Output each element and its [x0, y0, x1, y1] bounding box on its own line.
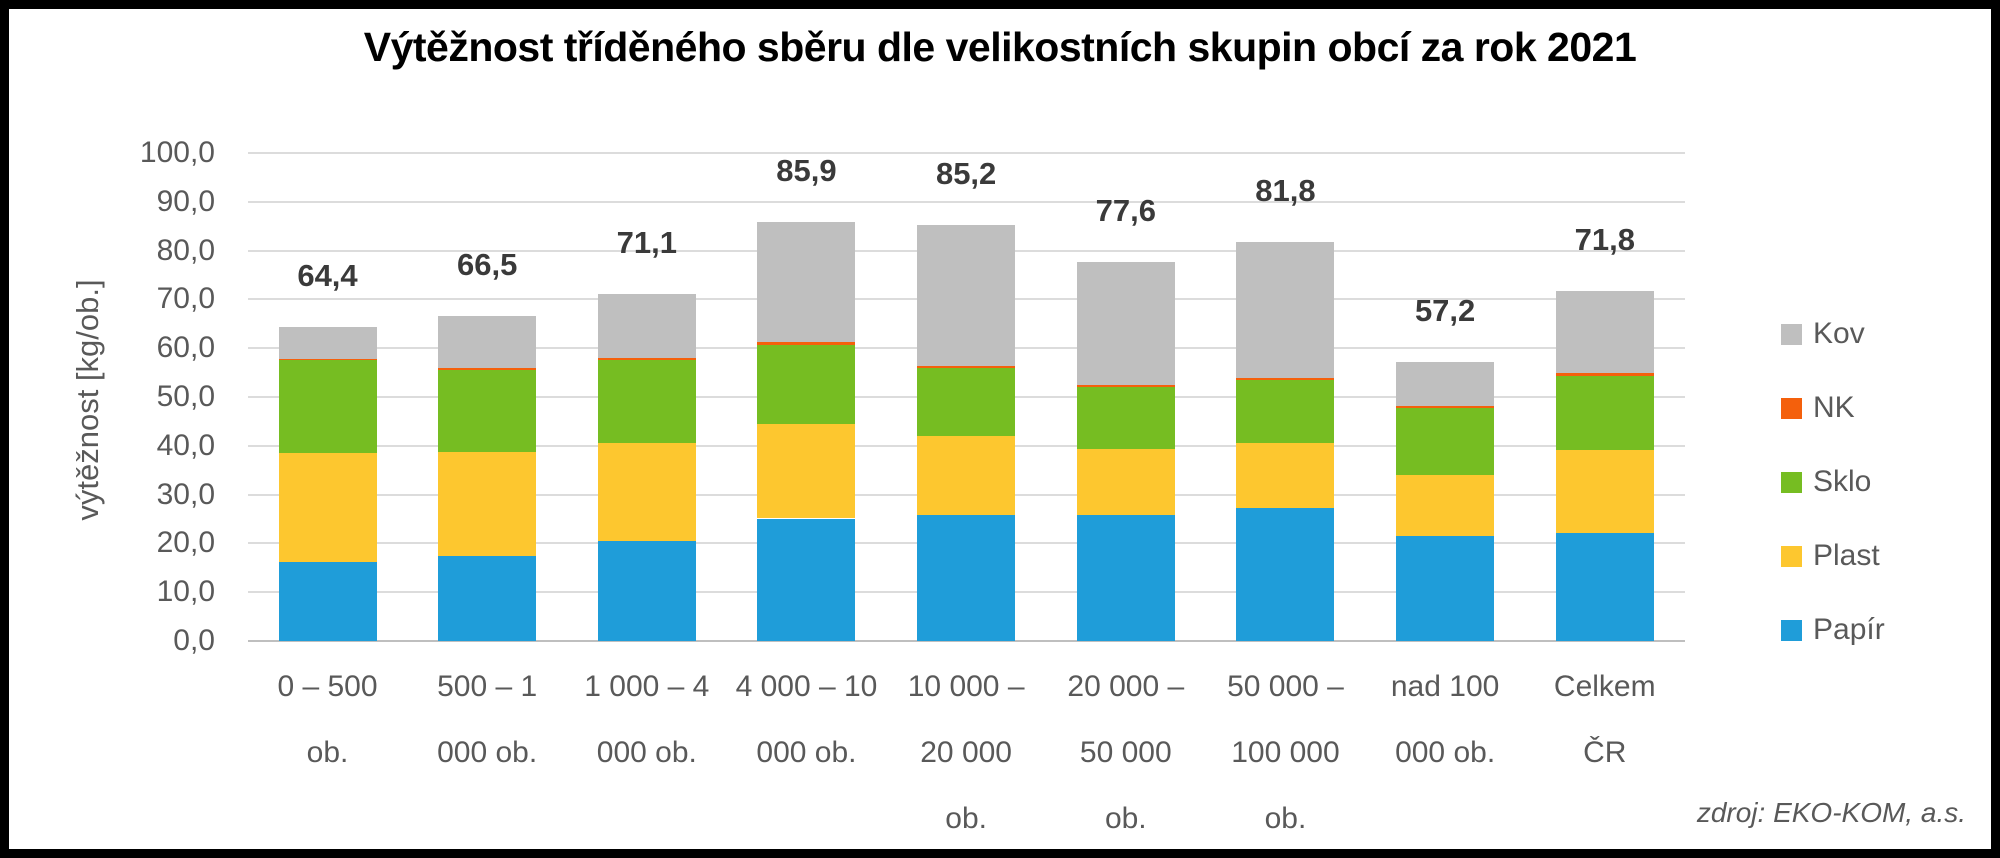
legend: Kov NK Sklo Plast Papír: [1781, 297, 1885, 667]
bar-segment-sklo: [1236, 380, 1335, 443]
bar-segment-kov: [597, 294, 696, 358]
bar-segment-nk: [278, 358, 377, 361]
bar-segment-plast: [438, 451, 537, 556]
legend-item-pap-r: Papír: [1781, 593, 1885, 667]
legend-label: Papír: [1813, 613, 1885, 646]
x-tick-label: 20 000 – 50 000 ob.: [1067, 670, 1185, 835]
bar-segment-nk: [1236, 378, 1335, 381]
y-tick-label: 60,0: [156, 331, 215, 365]
bar-segment-plast: [1076, 449, 1175, 515]
bar-segment-nk: [1555, 373, 1654, 376]
y-tick-label: 70,0: [156, 282, 215, 316]
x-tick-label: 0 – 500 ob.: [277, 670, 378, 769]
bar-segment-pap-r: [1396, 535, 1495, 641]
x-tick-label: 50 000 – 100 000 ob.: [1227, 670, 1344, 835]
y-tick-label: 100,0: [139, 136, 215, 169]
bar-segment-pap-r: [597, 540, 696, 641]
bar-segment-plast: [278, 452, 377, 563]
bar-segment-sklo: [1076, 386, 1175, 450]
legend-label: Sklo: [1813, 465, 1872, 498]
legend-item-plast: Plast: [1781, 519, 1885, 593]
bar-segment-kov: [1396, 361, 1495, 406]
bar-total-label: 81,8: [1255, 172, 1316, 208]
bar-segment-plast: [917, 436, 1016, 515]
bar-segment-sklo: [278, 360, 377, 453]
bar-segment-plast: [1396, 474, 1495, 536]
legend-swatch-icon: [1781, 545, 1802, 567]
bar-segment-pap-r: [1236, 507, 1335, 641]
bar-segment-nk: [438, 367, 537, 370]
bar-segment-sklo: [1396, 408, 1495, 475]
legend-item-kov: Kov: [1781, 297, 1885, 371]
legend-swatch-icon: [1781, 471, 1802, 493]
bar-segment-sklo: [597, 359, 696, 443]
bar-segment-sklo: [757, 345, 856, 425]
gridline: [248, 152, 1685, 154]
y-tick-label: 20,0: [156, 526, 215, 560]
bar-total-label: 85,2: [935, 156, 997, 192]
legend-swatch-icon: [1781, 397, 1802, 419]
y-tick-label: 0,0: [173, 624, 215, 657]
y-tick-label: 50,0: [156, 380, 215, 413]
bar-segment-nk: [1396, 405, 1495, 409]
x-tick-label: Celkem ČR: [1553, 670, 1656, 769]
legend-label: Kov: [1813, 317, 1865, 350]
bar-total-label: 57,2: [1414, 292, 1476, 328]
chart-title: Výtěžnost tříděného sběru dle velikostní…: [363, 24, 1637, 70]
bar-segment-pap-r: [1555, 532, 1654, 641]
bar-segment-sklo: [438, 369, 537, 452]
bar-segment-sklo: [1555, 375, 1654, 450]
y-tick-label: 30,0: [156, 477, 215, 511]
legend-item-sklo: Sklo: [1781, 445, 1885, 519]
bar-segment-plast: [1555, 449, 1654, 533]
legend-swatch-icon: [1781, 619, 1802, 641]
bar-segment-nk: [597, 357, 696, 360]
bar-segment-sklo: [917, 368, 1016, 437]
bar-segment-pap-r: [278, 562, 377, 641]
gridline: [248, 200, 1685, 203]
bar-segment-nk: [917, 365, 1016, 369]
x-tick-label: 4 000 – 10 000 ob.: [735, 670, 878, 769]
bar-segment-plast: [1236, 442, 1335, 508]
legend-item-nk: NK: [1781, 371, 1885, 445]
bar-segment-pap-r: [1076, 514, 1175, 641]
bar-segment-kov: [438, 316, 537, 368]
bar-segment-kov: [1236, 241, 1335, 379]
x-tick-label: 10 000 – 20 000 ob.: [907, 670, 1025, 835]
bar-segment-plast: [757, 424, 856, 519]
source-note: zdroj: EKO-KOM, a.s.: [1696, 797, 1966, 828]
bar-total-label: 71,1: [616, 225, 677, 261]
x-tick-label: 500 – 1 000 ob.: [437, 670, 538, 769]
y-tick-label: 90,0: [156, 184, 215, 218]
bar-segment-kov: [1076, 262, 1175, 385]
y-tick-label: 80,0: [156, 233, 215, 267]
x-axis-line: [248, 640, 1685, 642]
bar-total-label: 71,8: [1574, 221, 1635, 257]
y-tick-label: 10,0: [156, 575, 215, 609]
bar-segment-kov: [917, 225, 1016, 366]
bar-segment-kov: [757, 221, 856, 343]
bar-segment-kov: [1555, 290, 1654, 374]
bar-segment-nk: [757, 342, 856, 346]
bar-segment-plast: [597, 442, 696, 541]
bar-total-label: 77,6: [1095, 193, 1156, 229]
bar-segment-pap-r: [757, 518, 856, 641]
y-tick-label: 40,0: [156, 428, 215, 462]
bar-segment-nk: [1076, 384, 1175, 387]
legend-swatch-icon: [1781, 323, 1802, 345]
x-tick-label: 1 000 – 4 000 ob.: [584, 670, 710, 769]
bar-total-label: 66,5: [456, 247, 518, 283]
bar-total-label: 85,9: [776, 152, 837, 188]
bar-segment-kov: [278, 326, 377, 359]
legend-label: Plast: [1813, 539, 1880, 572]
bar-total-label: 64,4: [297, 257, 358, 293]
bar-segment-pap-r: [917, 514, 1016, 641]
legend-label: NK: [1813, 391, 1855, 424]
x-tick-label: nad 100 000 ob.: [1390, 670, 1500, 769]
bar-segment-pap-r: [438, 555, 537, 641]
